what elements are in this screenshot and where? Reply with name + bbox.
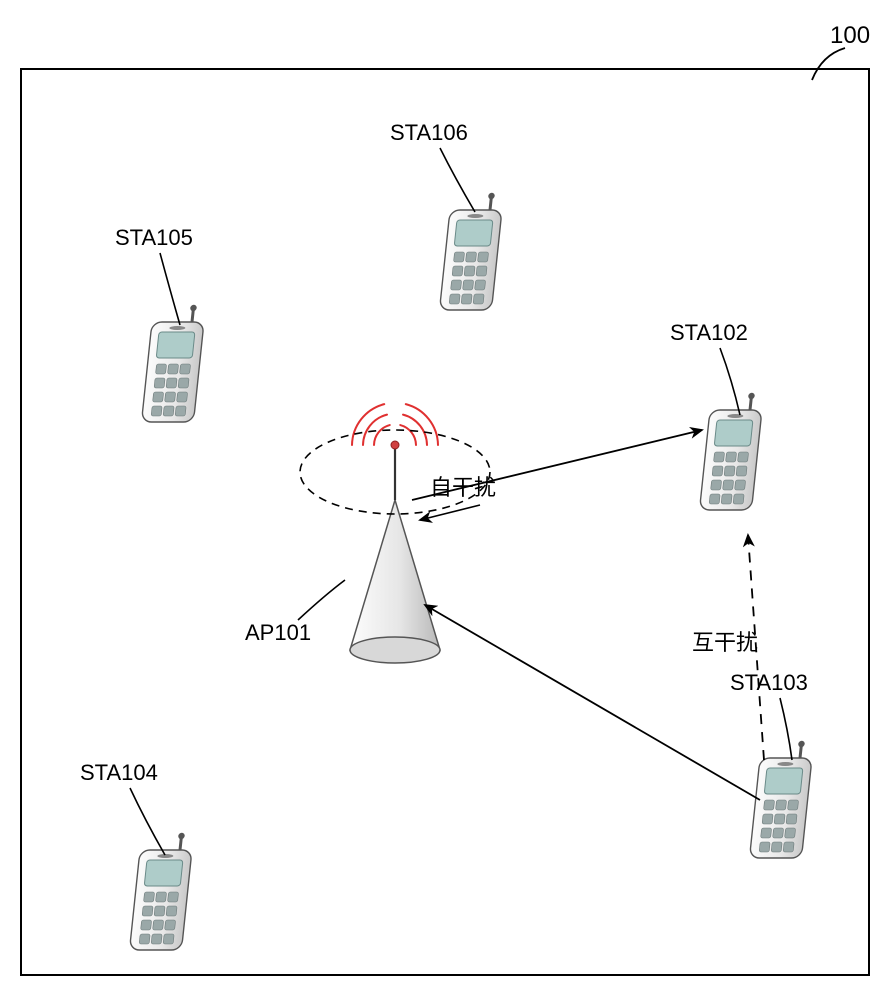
mutual-interference-label: 互干扰	[692, 625, 758, 657]
station-label-sta106: STA106	[390, 120, 468, 146]
station-label-sta102: STA102	[670, 320, 748, 346]
self-interference-label: 自干扰	[430, 470, 496, 502]
station-label-sta104: STA104	[80, 760, 158, 786]
station-label-sta103: STA103	[730, 670, 808, 696]
station-label-sta105: STA105	[115, 225, 193, 251]
ap-label: AP101	[245, 620, 311, 646]
system-boundary	[20, 68, 870, 976]
system-id-label: 100	[830, 22, 870, 50]
